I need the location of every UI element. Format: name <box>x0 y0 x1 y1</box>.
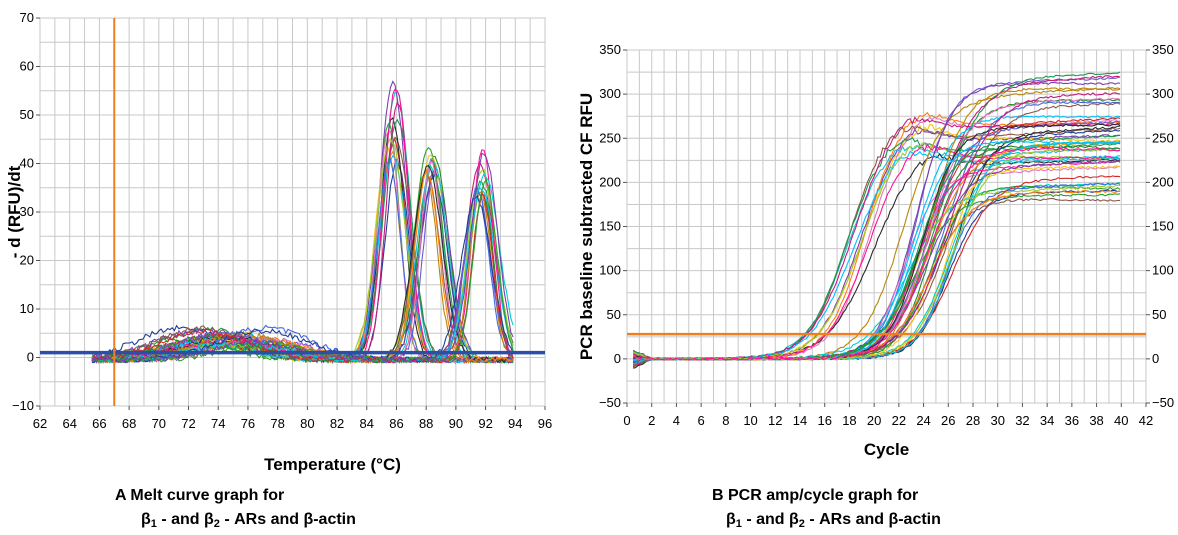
caption-a-line2: β1 - and β2 - ARs and β-actin <box>141 511 356 530</box>
y2-tick-label: 150 <box>1152 219 1174 234</box>
x-tick-label: 4 <box>673 413 680 428</box>
melt-curve-line <box>91 192 514 364</box>
x-tick-label: 88 <box>419 416 433 431</box>
x-tick-label: 78 <box>270 416 284 431</box>
y-tick-label: 70 <box>20 10 34 25</box>
y-axis-label: PCR baseline subtracted CF RFU <box>577 93 596 360</box>
y-tick-label: 40 <box>20 156 34 171</box>
x-tick-label: 12 <box>768 413 782 428</box>
x-tick-label: 96 <box>538 416 552 431</box>
y-tick-label: 50 <box>20 107 34 122</box>
y2-tick-label: 300 <box>1152 86 1174 101</box>
x-tick-label: 92 <box>478 416 492 431</box>
x-tick-label: 30 <box>990 413 1004 428</box>
x-tick-label: 80 <box>300 416 314 431</box>
y2-tick-label: 350 <box>1152 42 1174 57</box>
x-tick-label: 40 <box>1114 413 1128 428</box>
x-tick-label: 38 <box>1089 413 1103 428</box>
x-tick-label: 42 <box>1139 413 1153 428</box>
y-tick-label: −10 <box>12 398 34 413</box>
y-tick-label: 100 <box>599 263 621 278</box>
tick-labels: 62 64 66 68 70 72 74 76 78 80 82 84 86 88 90 92 94 96 −10 0… <box>12 10 552 431</box>
y-tick-label: 200 <box>599 174 621 189</box>
y-tick-label: 50 <box>607 307 621 322</box>
series-lines <box>91 80 514 365</box>
y-tick-label: 20 <box>20 253 34 268</box>
y2-tick-label: 250 <box>1152 130 1174 145</box>
y2-tick-label: 100 <box>1152 263 1174 278</box>
x-tick-label: 22 <box>892 413 906 428</box>
caption-b-line2: β1 - and β2 - ARs and β-actin <box>726 511 941 530</box>
gridlines <box>39 17 546 407</box>
x-tick-label: 32 <box>1015 413 1029 428</box>
y-tick-label: 30 <box>20 204 34 219</box>
y-tick-label: 300 <box>599 86 621 101</box>
y-tick-label: 60 <box>20 59 34 74</box>
y-tick-label: −50 <box>599 395 621 410</box>
series-lines <box>632 71 1121 369</box>
y2-tick-label: −50 <box>1152 395 1174 410</box>
y-tick-label: 250 <box>599 130 621 145</box>
x-tick-label: 62 <box>33 416 47 431</box>
y-tick-label: 0 <box>27 350 34 365</box>
x-tick-label: 74 <box>211 416 225 431</box>
melt-curve-line <box>91 194 514 364</box>
melt-curve-line <box>91 152 514 364</box>
x-tick-label: 68 <box>122 416 136 431</box>
x-tick-label: 72 <box>181 416 195 431</box>
x-tick-label: 20 <box>867 413 881 428</box>
x-tick-label: 84 <box>360 416 374 431</box>
x-tick-label: 36 <box>1065 413 1079 428</box>
x-tick-label: 64 <box>62 416 76 431</box>
y2-tick-label: 200 <box>1152 174 1174 189</box>
x-tick-label: 70 <box>152 416 166 431</box>
amplification-curve-line <box>633 147 1121 361</box>
x-tick-label: 26 <box>941 413 955 428</box>
caption-a: A Melt curve graph for β1 - and β2 - ARs… <box>115 487 356 530</box>
x-tick-label: 10 <box>743 413 757 428</box>
caption-b-line1: B PCR amp/cycle graph for <box>712 487 919 504</box>
y-axis-label: - d (RFU)/dt <box>5 165 24 258</box>
caption-a-line1: A Melt curve graph for <box>115 487 285 504</box>
y2-tick-label: 50 <box>1152 307 1166 322</box>
x-tick-label: 14 <box>793 413 807 428</box>
x-tick-label: 86 <box>389 416 403 431</box>
x-tick-label: 2 <box>648 413 655 428</box>
amplification-chart: 0 2 4 6 8 10 12 14 16 18 20 22 24 26 28 30 32 34 36 38 40 42−… <box>577 42 1174 459</box>
x-tick-label: 34 <box>1040 413 1054 428</box>
x-tick-label: 8 <box>722 413 729 428</box>
y-tick-label: 10 <box>20 301 34 316</box>
melt-curve-chart: 62 64 66 68 70 72 74 76 78 80 82 84 86 88 90 92 94 96 −10 0… <box>5 10 552 474</box>
y-tick-label: 350 <box>599 42 621 57</box>
x-tick-label: 24 <box>916 413 930 428</box>
y-tick-label: 0 <box>614 351 621 366</box>
x-axis-label: Cycle <box>864 440 909 459</box>
x-tick-label: 66 <box>92 416 106 431</box>
y-tick-label: 150 <box>599 219 621 234</box>
y2-tick-label: 0 <box>1152 351 1159 366</box>
x-axis-label: Temperature (°C) <box>264 455 401 474</box>
x-tick-label: 90 <box>449 416 463 431</box>
x-tick-label: 18 <box>842 413 856 428</box>
x-tick-label: 6 <box>698 413 705 428</box>
x-tick-label: 94 <box>508 416 522 431</box>
x-tick-label: 76 <box>241 416 255 431</box>
tick-labels: 0 2 4 6 8 10 12 14 16 18 20 22 24 26 28 30 32 34 36 38 40 42−… <box>599 42 1174 428</box>
x-tick-label: 28 <box>966 413 980 428</box>
x-tick-label: 0 <box>623 413 630 428</box>
x-tick-label: 16 <box>817 413 831 428</box>
melt-curve-line <box>91 193 514 364</box>
x-tick-label: 82 <box>330 416 344 431</box>
caption-b: B PCR amp/cycle graph for β1 - and β2 - … <box>712 487 941 530</box>
